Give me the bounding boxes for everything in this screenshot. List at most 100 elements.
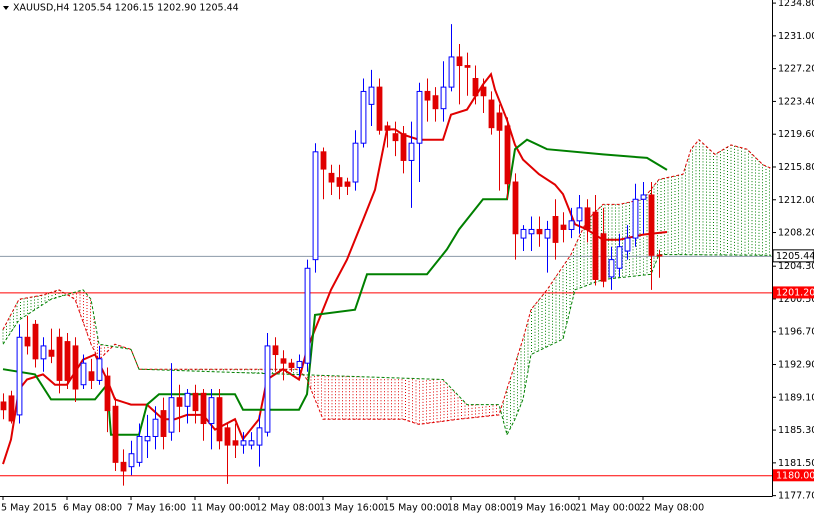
plot-layer xyxy=(0,24,772,486)
price-level-label: 1201.20 xyxy=(776,287,814,298)
candle-body xyxy=(208,397,215,425)
menu-arrow[interactable] xyxy=(3,6,9,10)
candle-body xyxy=(192,392,199,412)
y-tick-label: 1215.80 xyxy=(778,162,814,173)
candle-body xyxy=(352,142,359,183)
candle-body xyxy=(496,112,503,131)
candle-body xyxy=(576,207,583,222)
y-tick-label: 1212.00 xyxy=(778,195,814,206)
candle-body xyxy=(528,228,535,235)
candle-body xyxy=(456,56,463,67)
candle-body xyxy=(136,435,143,463)
candle-body xyxy=(8,395,15,422)
candle-body xyxy=(336,177,343,187)
x-tick-label: 5 May 2015 xyxy=(1,503,57,514)
candle-body xyxy=(552,216,559,243)
candle-body xyxy=(440,86,447,110)
candle-body xyxy=(592,211,599,280)
candle-body xyxy=(464,65,471,68)
candle-body xyxy=(416,90,423,144)
candle-body xyxy=(32,323,39,360)
x-tick-label: 22 May 08:00 xyxy=(639,503,704,514)
indicator-line xyxy=(2,138,772,425)
candle-body xyxy=(536,228,543,235)
candle-body xyxy=(176,397,183,407)
candle-body xyxy=(56,336,63,381)
candle-body xyxy=(96,358,103,381)
candle-body xyxy=(568,220,575,230)
candle-body xyxy=(408,142,415,161)
y-tick-label: 1231.00 xyxy=(778,31,814,42)
price-level-box xyxy=(773,286,814,299)
candle-body xyxy=(224,427,231,446)
y-tick-label: 1234.80 xyxy=(778,0,814,9)
candle-body xyxy=(296,360,303,368)
x-tick-label: 21 May 00:00 xyxy=(575,503,640,514)
candle-body xyxy=(632,198,639,239)
candle-body xyxy=(312,151,319,261)
candle-body xyxy=(288,362,295,368)
y-tick-label: 1223.40 xyxy=(778,96,814,107)
x-tick-label: 19 May 16:00 xyxy=(511,503,576,514)
candle-body xyxy=(72,345,79,390)
candle-body xyxy=(0,401,7,411)
y-tick-label: 1192.90 xyxy=(778,360,814,371)
candle-body xyxy=(272,345,279,356)
candle-body xyxy=(608,259,615,278)
candle-body xyxy=(248,440,255,446)
candle-body xyxy=(328,172,335,183)
candle-body xyxy=(392,133,399,142)
candle-body xyxy=(504,125,511,185)
candle-body xyxy=(488,99,495,129)
candle-body xyxy=(512,181,519,235)
bid-label: 1205.44 xyxy=(776,251,814,262)
candle-body xyxy=(264,345,271,433)
candle-body xyxy=(304,267,311,364)
x-tick-label: 18 May 08:00 xyxy=(447,503,512,514)
candle-body xyxy=(360,90,367,144)
candle-body xyxy=(432,95,439,110)
y-tick-label: 1204.30 xyxy=(778,261,814,272)
candle-body xyxy=(240,440,247,446)
candle-body xyxy=(472,77,479,97)
y-tick-label: 1227.20 xyxy=(778,64,814,75)
candle-body xyxy=(64,341,71,381)
candle-body xyxy=(168,397,175,433)
candle-body xyxy=(584,207,591,230)
candle-body xyxy=(160,410,167,437)
y-tick-label: 1181.50 xyxy=(778,458,814,469)
candle-body xyxy=(128,453,135,468)
candle-body xyxy=(232,440,239,446)
candle-body xyxy=(648,194,655,256)
candle-body xyxy=(104,375,111,412)
candle-body xyxy=(400,133,407,161)
candle-body xyxy=(320,151,327,170)
candle-body xyxy=(256,427,263,446)
candle-body xyxy=(656,254,663,257)
candle-body xyxy=(424,90,431,101)
y-tick-label: 1185.30 xyxy=(778,425,814,436)
candle-body xyxy=(600,233,607,282)
candle-body xyxy=(368,86,375,105)
candle-body xyxy=(616,246,623,269)
candle-body xyxy=(480,86,487,97)
candle-body xyxy=(152,418,159,437)
candle-body xyxy=(560,224,567,230)
candle-body xyxy=(448,56,455,88)
candle-body xyxy=(280,358,287,364)
x-tick-label: 6 May 08:00 xyxy=(63,503,122,514)
candle-body xyxy=(216,397,223,442)
candle-body xyxy=(200,392,207,425)
x-tick-label: 7 May 16:00 xyxy=(127,503,186,514)
candle-body xyxy=(184,392,191,407)
y-tick-label: 1200.50 xyxy=(778,294,814,305)
x-tick-label: 12 May 08:00 xyxy=(255,503,320,514)
bid-box xyxy=(772,249,814,263)
candle-body xyxy=(48,349,55,357)
candle-body xyxy=(144,435,151,442)
candle-body xyxy=(16,336,23,416)
price-level-label: 1180.00 xyxy=(776,470,814,481)
